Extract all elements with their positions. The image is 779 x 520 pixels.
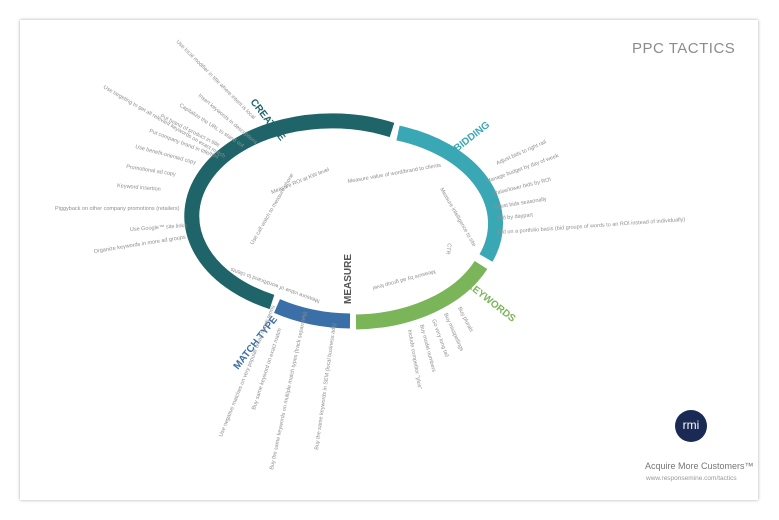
creative-item: Keyword insertion [117, 183, 161, 193]
keywords-item: Include competitor "plus" [406, 329, 422, 390]
poster-frame [20, 20, 758, 500]
rmi-logo: rmi [675, 410, 707, 442]
bidding-item: Raise/lower bids by ROI [493, 177, 552, 197]
measure-item: Measure intelligence to site [438, 187, 477, 248]
keywords-item: Buy model numbers [418, 324, 437, 373]
tagline: Acquire More Customers™ [645, 461, 754, 471]
category-label-keywords: KEYWORDS [464, 280, 517, 325]
measure-item: CTR [444, 243, 452, 255]
measure-item: Measure value of word/brand to clients [347, 163, 441, 185]
measure-item: Use call watch to measure phone [250, 173, 296, 246]
creative-item: Organize keywords in more ad groups [93, 234, 186, 255]
bidding-item: Adjust bids seasonally [492, 196, 547, 210]
creative-item: Use Google™ site links [130, 223, 188, 233]
ring-segment-bidding [396, 125, 503, 262]
poster-title: PPC TACTICS [632, 40, 736, 57]
match-type-item: Buy the same keywords in SEM (local busi… [314, 323, 338, 451]
category-label-measure: MEASURE [343, 254, 354, 304]
ring-segment-match-type [274, 299, 351, 329]
ring-segment-creative [184, 113, 395, 310]
keywords-item: Go very long tail [430, 319, 449, 358]
bidding-item: Bid by daypart [498, 212, 534, 222]
ring-segment-keywords [355, 260, 488, 330]
category-label-bidding: BIDDING [452, 120, 492, 155]
measure-item: Measure by ad group level [372, 268, 436, 291]
keywords-item: Buy plurals [456, 306, 474, 333]
creative-item: Piggyback on other company promotions (r… [55, 206, 180, 212]
logo-text: rmi [682, 418, 700, 432]
website-url: www.responsemine.com/tactics [646, 475, 737, 482]
bidding-item: Bid on a portfolio basis (bid groups of … [498, 217, 686, 236]
creative-item: Promotional ad copy [126, 164, 177, 178]
